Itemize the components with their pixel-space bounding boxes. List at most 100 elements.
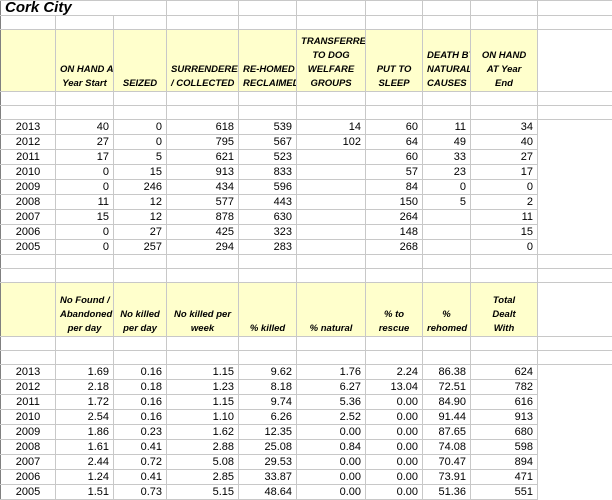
top-data-cell[interactable]: 11 bbox=[423, 120, 471, 135]
bottom-data-cell[interactable]: 70.47 bbox=[423, 455, 471, 470]
bottom-data-cell[interactable]: 48.64 bbox=[239, 485, 297, 500]
bottom-data-cell[interactable]: 1.51 bbox=[56, 485, 114, 500]
blank-cell[interactable] bbox=[423, 92, 471, 106]
top-data-cell[interactable]: 795 bbox=[167, 135, 239, 150]
top-data-cell[interactable]: 294 bbox=[167, 240, 239, 255]
blank-cell[interactable] bbox=[538, 16, 612, 30]
bottom-data-cell[interactable]: 2.54 bbox=[56, 410, 114, 425]
bottom-data-cell[interactable]: 72.51 bbox=[423, 380, 471, 395]
bottom-data-cell[interactable]: 782 bbox=[471, 380, 538, 395]
bottom-data-cell[interactable]: 1.23 bbox=[167, 380, 239, 395]
top-data-cell[interactable]: 60 bbox=[366, 150, 423, 165]
top-data-cell[interactable]: 5 bbox=[114, 150, 167, 165]
blank-cell[interactable] bbox=[423, 255, 471, 269]
top-data-cell[interactable]: 60 bbox=[366, 120, 423, 135]
top-data-cell[interactable]: 12 bbox=[114, 195, 167, 210]
row-year[interactable]: 2007 bbox=[1, 455, 56, 470]
bottom-data-cell[interactable]: 73.91 bbox=[423, 470, 471, 485]
top-data-cell[interactable]: 833 bbox=[239, 165, 297, 180]
top-data-cell[interactable]: 34 bbox=[471, 120, 538, 135]
bottom-data-cell[interactable]: 6.27 bbox=[297, 380, 366, 395]
bottom-data-cell[interactable]: 13.04 bbox=[366, 380, 423, 395]
top-data-cell[interactable]: 64 bbox=[366, 135, 423, 150]
bottom-data-cell[interactable]: 2.24 bbox=[366, 365, 423, 380]
top-data-cell[interactable]: 40 bbox=[56, 120, 114, 135]
top-data-cell[interactable]: 57 bbox=[366, 165, 423, 180]
column-header-2[interactable]: SEIZED bbox=[114, 30, 167, 92]
blank-cell[interactable] bbox=[538, 255, 612, 269]
bottom-data-cell[interactable]: 1.72 bbox=[56, 395, 114, 410]
blank-cell[interactable] bbox=[423, 1, 471, 16]
bottom-data-cell[interactable]: 12.35 bbox=[239, 425, 297, 440]
blank-cell[interactable] bbox=[423, 269, 471, 283]
blank-cell[interactable] bbox=[423, 351, 471, 365]
bottom-data-cell[interactable]: 1.15 bbox=[167, 395, 239, 410]
blank-cell[interactable] bbox=[471, 106, 538, 120]
row-year[interactable]: 2011 bbox=[1, 150, 56, 165]
blank-cell[interactable] bbox=[366, 16, 423, 30]
bottom-data-cell[interactable]: 0.73 bbox=[114, 485, 167, 500]
bottom-data-cell[interactable]: 0.41 bbox=[114, 470, 167, 485]
top-data-cell[interactable]: 17 bbox=[471, 165, 538, 180]
bottom-data-cell[interactable]: 0.16 bbox=[114, 365, 167, 380]
bottom-data-cell[interactable]: 471 bbox=[471, 470, 538, 485]
blank-cell[interactable] bbox=[538, 269, 612, 283]
blank-cell[interactable] bbox=[167, 92, 239, 106]
bottom-data-cell[interactable]: 9.74 bbox=[239, 395, 297, 410]
blank-cell[interactable] bbox=[366, 351, 423, 365]
top-data-cell[interactable]: 102 bbox=[297, 135, 366, 150]
blank-cell[interactable] bbox=[471, 92, 538, 106]
column-header-3[interactable]: SURRENDERED/ COLLECTED bbox=[167, 30, 239, 92]
blank-cell[interactable] bbox=[167, 16, 239, 30]
top-data-cell[interactable] bbox=[297, 240, 366, 255]
top-data-cell[interactable]: 0 bbox=[471, 180, 538, 195]
top-data-cell[interactable]: 323 bbox=[239, 225, 297, 240]
column-header-7[interactable]: %rehomed bbox=[423, 283, 471, 337]
top-data-cell[interactable] bbox=[297, 195, 366, 210]
blank-cell[interactable] bbox=[239, 351, 297, 365]
top-data-cell[interactable] bbox=[297, 165, 366, 180]
bottom-data-cell[interactable]: 91.44 bbox=[423, 410, 471, 425]
top-data-cell[interactable]: 621 bbox=[167, 150, 239, 165]
bottom-data-cell[interactable]: 680 bbox=[471, 425, 538, 440]
row-year[interactable]: 2005 bbox=[1, 485, 56, 500]
bottom-data-cell[interactable]: 0.23 bbox=[114, 425, 167, 440]
bottom-data-cell[interactable]: 25.08 bbox=[239, 440, 297, 455]
bottom-data-cell[interactable]: 616 bbox=[471, 395, 538, 410]
top-data-cell[interactable]: 2 bbox=[471, 195, 538, 210]
bottom-data-cell[interactable]: 0.00 bbox=[366, 440, 423, 455]
blank-cell[interactable] bbox=[56, 106, 114, 120]
row-year[interactable]: 2009 bbox=[1, 180, 56, 195]
blank-cell[interactable] bbox=[538, 106, 612, 120]
blank-cell[interactable] bbox=[239, 16, 297, 30]
top-data-cell[interactable]: 11 bbox=[471, 210, 538, 225]
bottom-data-cell[interactable]: 1.24 bbox=[56, 470, 114, 485]
column-header-4[interactable]: % killed bbox=[239, 283, 297, 337]
bottom-data-cell[interactable]: 2.18 bbox=[56, 380, 114, 395]
bottom-data-cell[interactable]: 0.00 bbox=[297, 470, 366, 485]
blank-cell[interactable] bbox=[1, 337, 56, 351]
bottom-data-cell[interactable]: 29.53 bbox=[239, 455, 297, 470]
top-data-cell[interactable]: 49 bbox=[423, 135, 471, 150]
top-data-cell[interactable] bbox=[297, 180, 366, 195]
blank-cell[interactable] bbox=[471, 337, 538, 351]
top-data-cell[interactable]: 268 bbox=[366, 240, 423, 255]
row-year[interactable]: 2010 bbox=[1, 165, 56, 180]
bottom-data-cell[interactable]: 0.00 bbox=[297, 485, 366, 500]
blank-cell[interactable] bbox=[471, 16, 538, 30]
blank-cell[interactable] bbox=[297, 269, 366, 283]
blank-cell[interactable] bbox=[114, 337, 167, 351]
blank-cell[interactable] bbox=[114, 255, 167, 269]
blank-cell[interactable] bbox=[297, 351, 366, 365]
bottom-data-cell[interactable]: 5.08 bbox=[167, 455, 239, 470]
bottom-data-cell[interactable]: 6.26 bbox=[239, 410, 297, 425]
top-data-cell[interactable]: 618 bbox=[167, 120, 239, 135]
